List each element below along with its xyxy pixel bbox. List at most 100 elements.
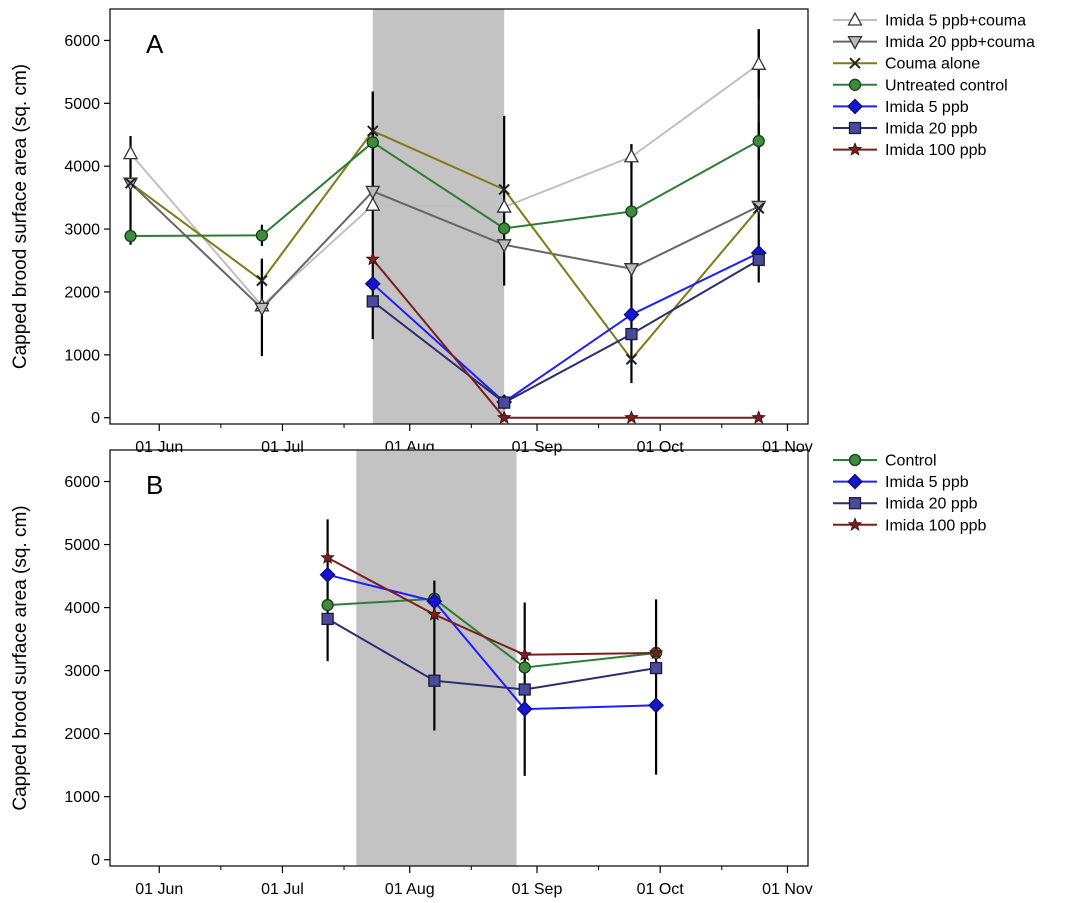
legend-marker [847,473,863,490]
x-tick-label: 01 Oct [637,881,685,898]
series-line [130,140,760,237]
legend-marker [847,517,863,531]
y-tick-label: 2000 [64,284,100,301]
y-axis-label: Capped brood surface area (sq. cm) [10,64,31,369]
data-point [255,229,269,242]
y-tick-label: 4000 [64,159,100,176]
legend-label: Imida 5 ppb [885,474,969,491]
data-point [366,295,379,308]
series-line [327,573,657,711]
legend-label: Imida 100 ppb [885,517,987,534]
x-tick-label: 01 Sep [512,439,563,456]
legend-label: Control [885,453,937,470]
panel-letter: A [146,29,164,59]
legend-marker [847,35,863,50]
data-point [319,566,336,583]
data-point [623,306,640,323]
legend-marker [848,121,862,135]
data-point [124,177,137,189]
series-line [129,129,760,361]
legend-label: Imida 5 ppb [885,99,969,116]
legend-label: Couma alone [885,56,980,73]
data-point [625,353,638,365]
x-tick-label: 01 Jun [135,439,183,456]
y-tick-label: 4000 [64,600,100,617]
data-point [321,598,334,612]
y-tick-label: 0 [91,410,100,427]
shaded-period [356,450,517,866]
data-point [366,136,379,149]
legend-label: Imida 20 ppb [885,496,978,513]
x-tick-label: 01 Jul [261,439,304,456]
data-point [124,229,137,243]
series-line [372,258,759,419]
data-point [498,183,510,196]
series-line [327,597,657,669]
data-point [367,125,379,137]
data-point [428,674,441,687]
x-tick-label: 01 Nov [762,439,813,456]
legend-label: Imida 100 ppb [885,142,987,159]
plot-frame [109,8,809,425]
legend-marker [848,453,862,467]
data-point [496,239,512,254]
data-point [625,327,638,341]
data-point [364,275,381,292]
data-point [753,202,765,215]
legend-marker [848,497,862,510]
data-point [623,148,640,163]
legend-label: Untreated control [885,77,1008,94]
series-line [372,259,760,404]
data-point [427,606,442,621]
y-tick-label: 0 [91,852,100,869]
plot-frame [109,449,809,867]
data-point [623,263,640,278]
x-tick-label: 01 Nov [762,881,813,898]
data-point [365,251,381,266]
legend-marker [847,98,863,115]
y-tick-label: 3000 [64,663,100,680]
y-tick-label: 1000 [64,789,100,806]
y-tick-label: 2000 [64,726,100,743]
panel-b: 0 1000 2000 3000 4000 5000 6000 01 Jun 01 Jul 01 … [10,449,987,898]
y-tick-label: 1000 [64,347,100,364]
legend-marker [849,57,861,69]
series-line [327,618,657,691]
series-line [129,182,760,310]
x-tick-label: 01 Oct [637,439,685,456]
x-tick-label: 01 Jul [261,881,304,898]
data-point [752,134,765,148]
y-tick-label: 6000 [64,33,100,50]
y-tick-label: 5000 [64,96,100,113]
data-point [498,396,511,409]
data-point [751,410,766,424]
y-axis-label: Capped brood surface area (sq. cm) [10,505,31,810]
data-point [496,410,512,424]
legend-label: Imida 20 ppb+couma [885,34,1035,51]
data-point [648,697,665,714]
data-point [751,55,767,70]
data-point [518,661,531,674]
data-point [624,410,639,424]
data-point [122,145,139,160]
data-point [516,701,533,717]
series-line [129,63,760,308]
data-point [625,205,638,218]
shaded-period [372,9,505,424]
data-point [365,196,381,211]
legend-label: Imida 5 ppb+couma [885,13,1026,30]
panel-letter: B [146,470,163,500]
series-line [372,252,760,404]
series-line [327,556,657,656]
data-point [254,302,270,317]
data-point [498,222,511,235]
x-tick-label: 01 Aug [385,881,435,898]
legend-marker [847,11,863,26]
data-point [752,253,765,267]
data-point [518,683,531,696]
data-point [649,661,663,675]
panel-a: 0 1000 2000 3000 4000 5000 6000 01 Jun 01 Jul 01 … [10,8,1035,456]
data-point [517,647,532,662]
data-point [320,550,335,564]
